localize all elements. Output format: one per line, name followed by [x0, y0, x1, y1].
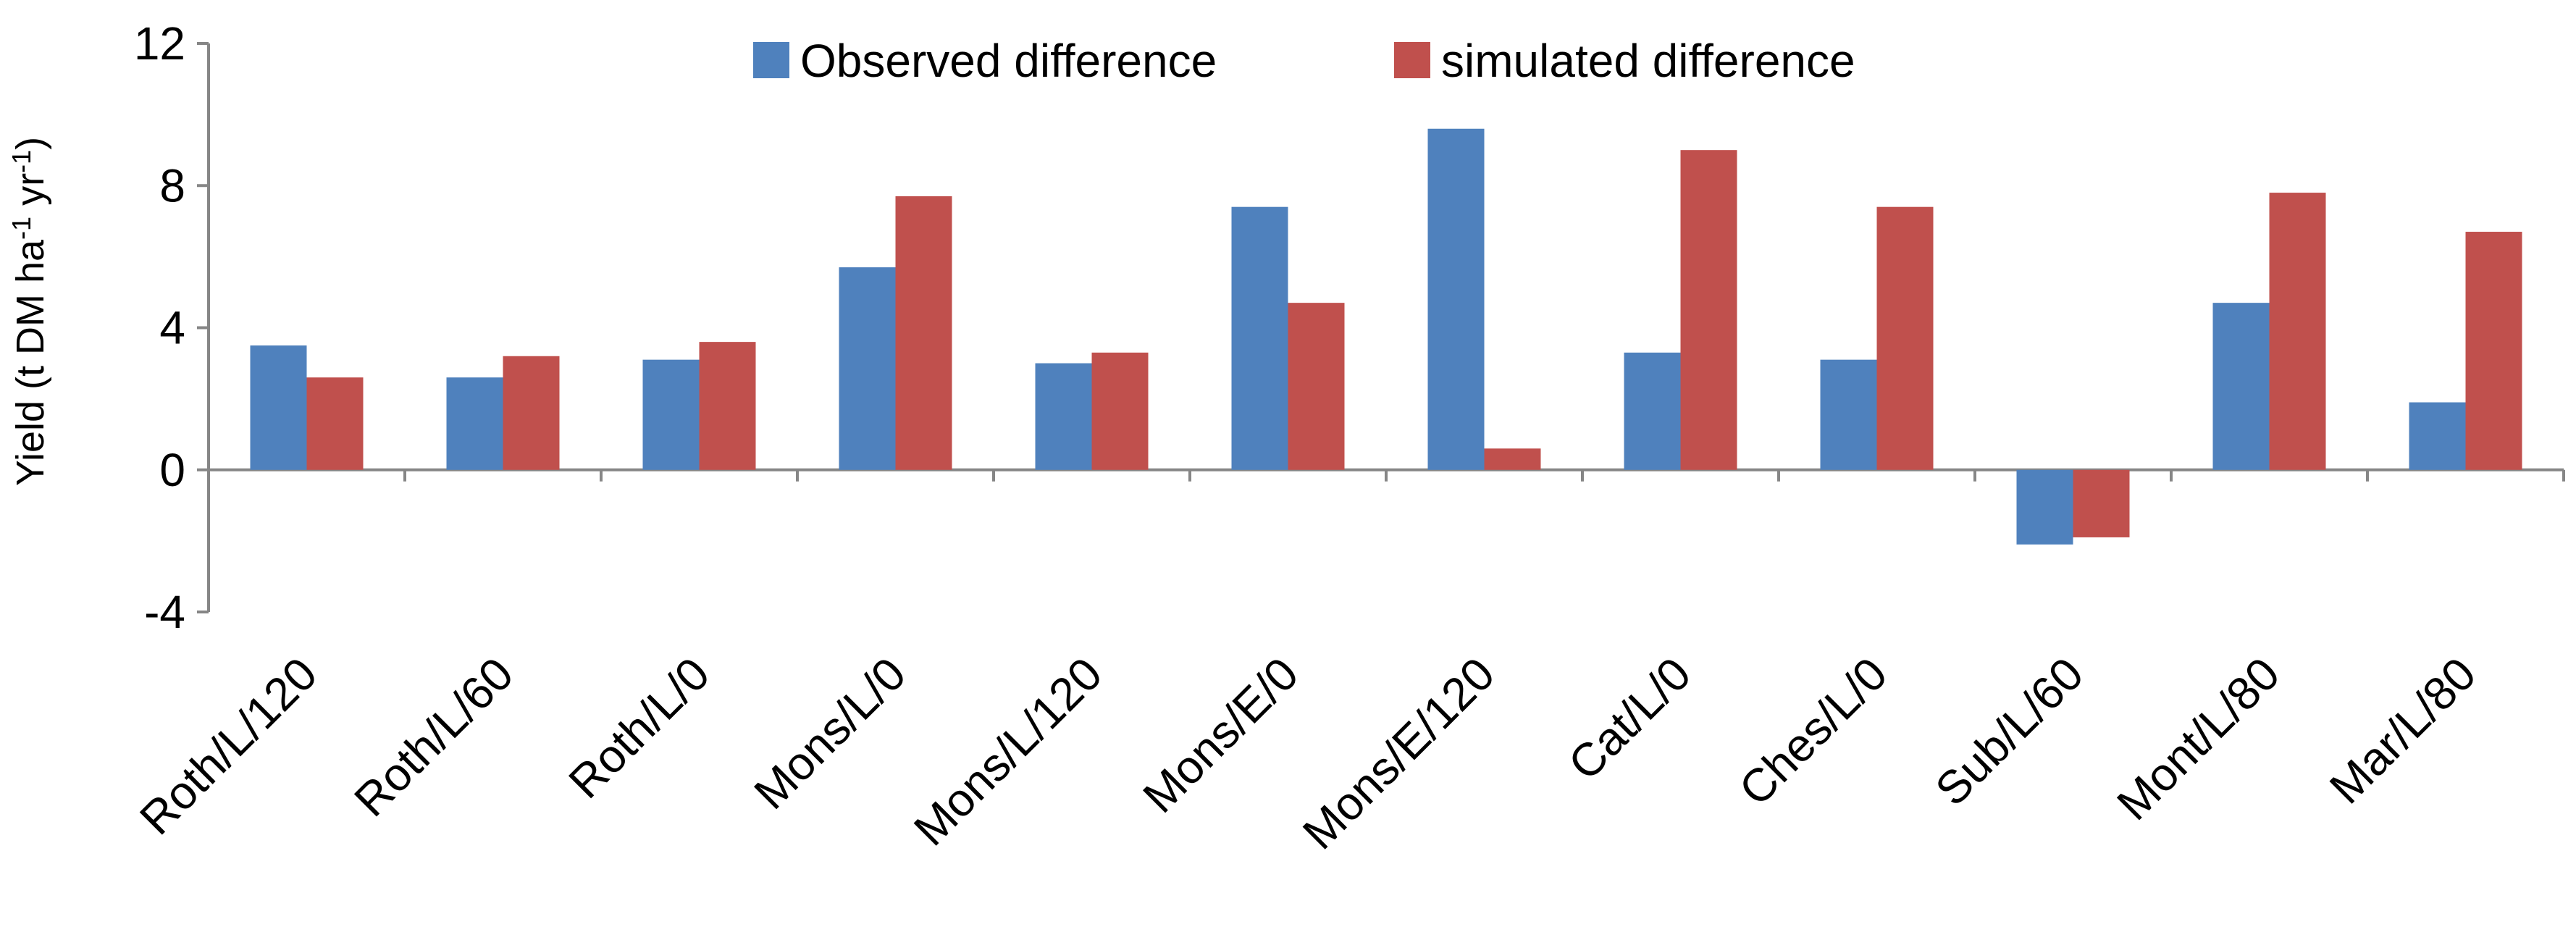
observed-bar-Mont/L/80: [2212, 303, 2270, 470]
y-tick-label: 4: [159, 302, 185, 354]
y-ticks: -4 0 4 8 12: [134, 17, 209, 638]
simulated-bar-Roth/L/120: [306, 377, 364, 470]
simulated-bar-Mons/L/0: [895, 196, 952, 470]
y-tick-label: 0: [159, 444, 185, 496]
simulated-bar-Cat/L/0: [1680, 150, 1737, 470]
simulated-bar-Mons/E/120: [1484, 448, 1541, 470]
observed-bar-Roth/L/60: [446, 377, 503, 470]
simulated-bar-Mar/L/80: [2465, 232, 2522, 470]
simulated-bar-Mont/L/80: [2269, 193, 2326, 470]
observed-bar-Ches/L/0: [1820, 359, 1877, 470]
category-label: Mons/L/0: [744, 647, 915, 819]
observed-bar-Mons/E/120: [1427, 128, 1485, 470]
legend: Observed difference simulated difference: [753, 35, 1855, 87]
simulated-bar-Mons/E/0: [1288, 303, 1345, 470]
category-label: Ches/L/0: [1729, 647, 1897, 815]
bars: [250, 128, 2522, 545]
axes: [207, 43, 2564, 612]
observed-bar-Roth/L/120: [250, 345, 307, 470]
simulated-bar-Roth/L/60: [503, 356, 560, 470]
category-label: Cat/L/0: [1558, 647, 1701, 790]
category-labels: Roth/L/120 Roth/L/60 Roth/L/0 Mons/L/0Mons/…: [130, 647, 2485, 859]
observed-bar-Roth/L/0: [642, 359, 700, 470]
category-label: Roth/L/0: [558, 647, 719, 808]
y-tick-label: 12: [134, 17, 185, 70]
y-tick-label: 8: [159, 159, 185, 211]
observed-bar-Mons/L/120: [1035, 363, 1092, 470]
simulated-bar-Mons/L/120: [1091, 352, 1149, 470]
observed-bar-Mar/L/80: [2409, 402, 2466, 470]
observed-bar-Mons/E/0: [1231, 206, 1288, 470]
category-label: Mons/E/0: [1133, 647, 1308, 823]
legend-label-simulated: simulated difference: [1441, 35, 1855, 87]
y-axis-title: Yield (t DM ha-1 yr-1): [7, 137, 52, 486]
category-label: Sub/L/60: [1925, 647, 2093, 815]
category-label: Mar/L/80: [2320, 647, 2486, 814]
category-label: Mons/E/120: [1293, 647, 1504, 859]
observed-bar-Mons/L/0: [839, 267, 896, 470]
category-label: Roth/L/120: [130, 647, 327, 844]
simulated-bar-Roth/L/0: [699, 342, 756, 470]
legend-swatch-observed: [753, 42, 789, 78]
legend-swatch-simulated: [1394, 42, 1430, 78]
y-tick-label: -4: [144, 586, 185, 638]
category-label: Mons/L/120: [904, 647, 1112, 855]
observed-bar-Sub/L/60: [2016, 469, 2073, 545]
category-label: Roth/L/60: [344, 647, 523, 826]
category-label: Mont/L/80: [2107, 647, 2289, 830]
simulated-bar-Ches/L/0: [1876, 206, 1934, 470]
simulated-bar-Sub/L/60: [2073, 469, 2130, 537]
x-ticks: [207, 469, 2565, 482]
legend-label-observed: Observed difference: [800, 35, 1217, 87]
observed-bar-Cat/L/0: [1624, 352, 1681, 470]
